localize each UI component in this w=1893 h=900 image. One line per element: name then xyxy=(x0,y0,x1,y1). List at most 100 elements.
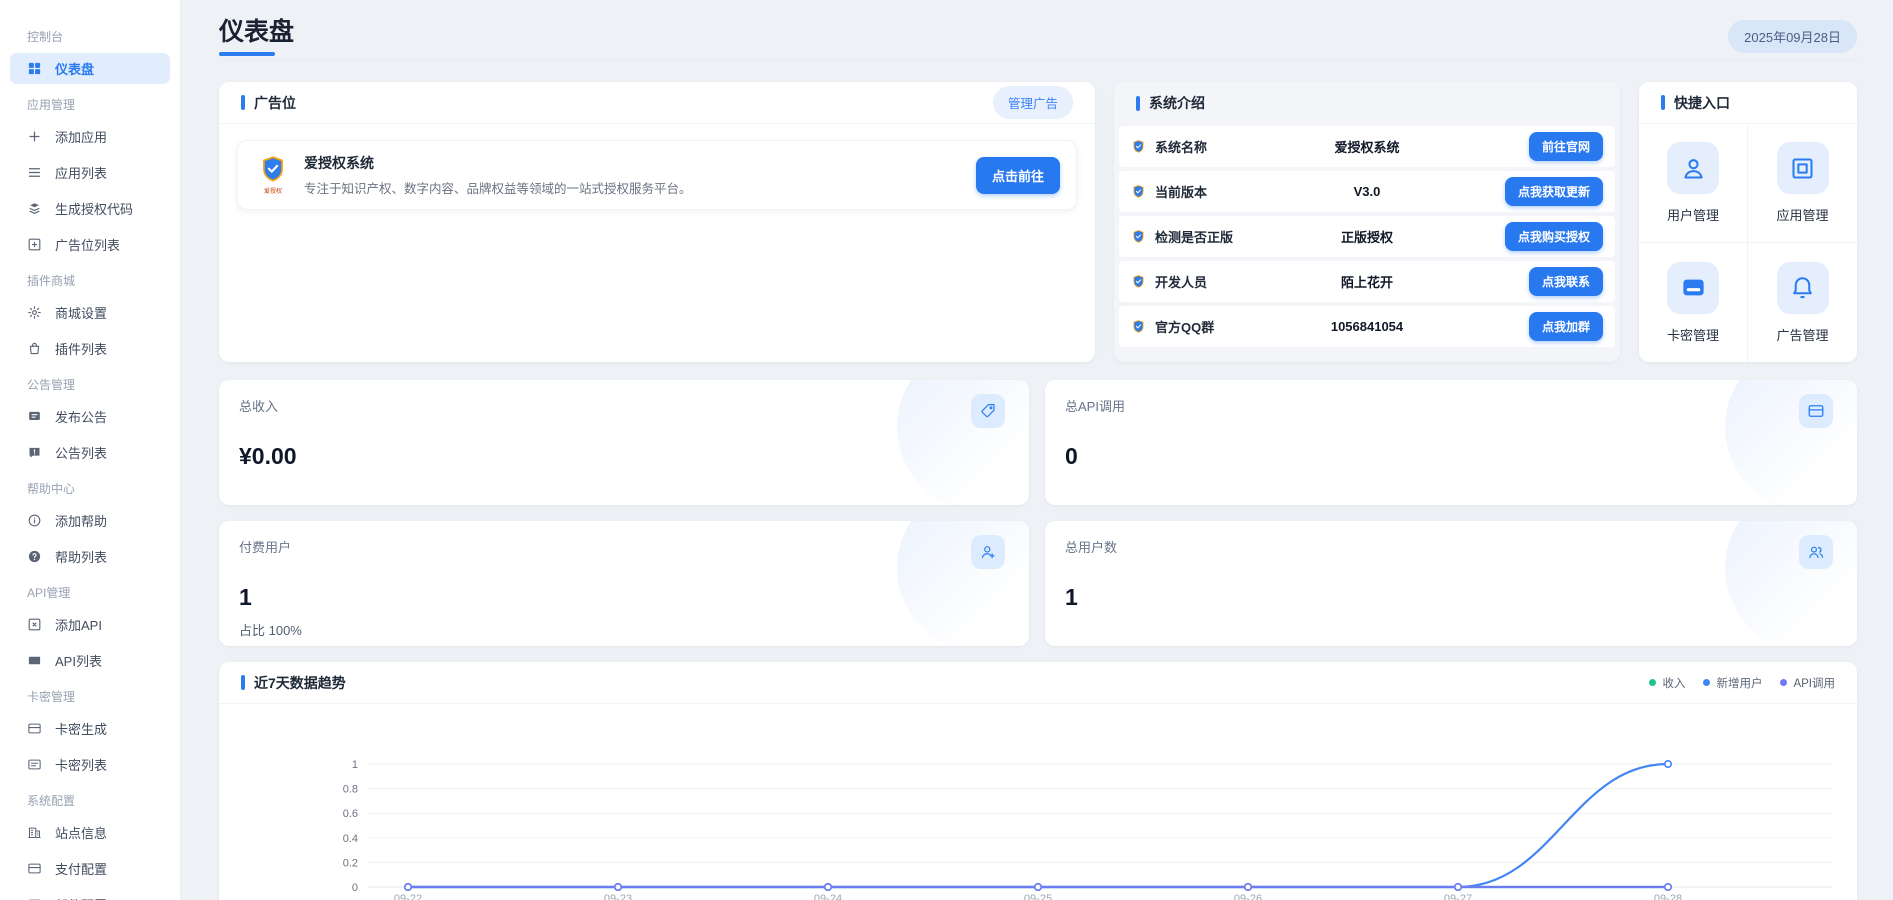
shield-logo-icon xyxy=(1131,184,1146,199)
accent-bar xyxy=(1661,95,1665,110)
card-icon xyxy=(27,861,42,876)
sidebar-item-支付配置[interactable]: 支付配置 xyxy=(10,853,170,884)
corner-decoration xyxy=(1725,380,1857,505)
sidebar-section-label: 帮助中心 xyxy=(27,482,76,496)
sidebar-item-label: 支付配置 xyxy=(55,862,108,877)
sidebar-item-应用列表[interactable]: 应用列表 xyxy=(10,157,170,188)
quick-entry-label: 应用管理 xyxy=(1776,208,1829,223)
svg-text:09-27: 09-27 xyxy=(1444,893,1472,900)
shield-logo-icon xyxy=(1131,319,1146,334)
quick-entry-用户管理[interactable]: 用户管理 xyxy=(1639,124,1748,243)
system-row-value: 1056841054 xyxy=(1330,319,1404,334)
sidebar-item-label: 公告列表 xyxy=(55,446,108,461)
main-content: 仪表盘 2025年09月28日 广告位 管理广告 爱授权 爱授 xyxy=(181,0,1893,900)
system-info-row: 开发人员 陌上花开 点我联系 xyxy=(1119,261,1615,302)
sidebar-item-卡密列表[interactable]: 卡密列表 xyxy=(10,749,170,780)
page-title-block: 仪表盘 xyxy=(219,18,294,56)
shield-logo-icon: 爱授权 xyxy=(254,154,292,196)
rect-filled-icon xyxy=(27,653,42,668)
sidebar-item-帮助列表[interactable]: 帮助列表 xyxy=(10,541,170,572)
corner-decoration xyxy=(897,521,1029,646)
stat-label: 总API调用 xyxy=(1065,399,1125,414)
sidebar-item-label: 发布公告 xyxy=(55,410,108,425)
card-icon xyxy=(27,721,42,736)
building-icon xyxy=(27,825,42,840)
system-row-label-text: 系统名称 xyxy=(1155,140,1208,155)
sidebar-item-label: 插件列表 xyxy=(55,342,108,357)
sidebar-item-发布公告[interactable]: 发布公告 xyxy=(10,401,170,432)
svg-text:0.4: 0.4 xyxy=(343,833,358,845)
stack-icon xyxy=(27,201,42,216)
system-row-label: 检测是否正版 xyxy=(1131,227,1300,246)
price-tag-icon xyxy=(971,394,1005,428)
sidebar-item-站点信息[interactable]: 站点信息 xyxy=(10,817,170,848)
stat-value: 1 xyxy=(1065,584,1078,610)
sidebar-item-添加帮助[interactable]: 添加帮助 xyxy=(10,505,170,536)
legend-dot-icon xyxy=(1703,679,1711,686)
stat-label: 付费用户 xyxy=(239,540,292,555)
sidebar-item-label: 邮件配置 xyxy=(55,895,107,900)
system-info-row: 官方QQ群 1056841054 点我加群 xyxy=(1119,306,1615,347)
manage-ads-button[interactable]: 管理广告 xyxy=(992,86,1073,119)
svg-text:09-23: 09-23 xyxy=(604,893,632,900)
legend-label: 新增用户 xyxy=(1716,677,1763,690)
accent-bar xyxy=(241,675,245,690)
list-icon xyxy=(27,165,42,180)
sidebar-item-label: 帮助列表 xyxy=(55,550,108,565)
sidebar-item-label: 生成授权代码 xyxy=(55,202,134,217)
sidebar-item-API列表[interactable]: API列表 xyxy=(10,645,170,676)
sidebar-section-label: 插件商城 xyxy=(27,274,76,288)
bag-icon xyxy=(27,341,42,356)
system-row-button-wrap: 点我联系 xyxy=(1434,267,1604,296)
quick-entry-card: 快捷入口 用户管理 应用管理 卡密管理 广告管理 xyxy=(1639,82,1857,362)
sidebar-item-生成授权代码[interactable]: 生成授权代码 xyxy=(10,193,170,224)
page-header: 仪表盘 2025年09月28日 xyxy=(219,18,1857,60)
system-row-button[interactable]: 点我购买授权 xyxy=(1505,222,1604,251)
stat-value: 1 xyxy=(239,584,252,610)
system-row-button[interactable]: 点我加群 xyxy=(1529,312,1604,341)
sidebar-item-广告位列表[interactable]: 广告位列表 xyxy=(10,229,170,260)
sidebar-item-label: 卡密生成 xyxy=(55,722,108,737)
system-row-button[interactable]: 前往官网 xyxy=(1529,132,1604,161)
system-row-button[interactable]: 点我联系 xyxy=(1529,267,1604,296)
quick-entry-应用管理[interactable]: 应用管理 xyxy=(1748,124,1857,243)
svg-text:09-22: 09-22 xyxy=(394,893,422,900)
system-row-button[interactable]: 点我获取更新 xyxy=(1505,177,1604,206)
sidebar-item-label: 添加API xyxy=(55,618,102,633)
sidebar-item-仪表盘[interactable]: 仪表盘 xyxy=(10,53,170,84)
legend-dot-icon xyxy=(1649,679,1657,686)
sidebar-item-添加应用[interactable]: 添加应用 xyxy=(10,121,170,152)
system-row-value: 正版授权 xyxy=(1341,230,1394,245)
sidebar-item-插件列表[interactable]: 插件列表 xyxy=(10,333,170,364)
svg-text:0.6: 0.6 xyxy=(343,808,358,820)
svg-text:09-24: 09-24 xyxy=(814,893,842,900)
legend-item-新增用户[interactable]: 新增用户 xyxy=(1703,675,1762,691)
stat-card-付费用户: 付费用户 1 占比 100% xyxy=(219,521,1029,646)
stat-value: ¥0.00 xyxy=(239,443,297,469)
gear-icon xyxy=(27,305,42,320)
quick-entry-卡密管理[interactable]: 卡密管理 xyxy=(1639,243,1748,362)
stat-sub: 占比 100% xyxy=(239,623,302,638)
stats-grid: 总收入 ¥0.00 总API调用 0 付费用户 1 占比 100% 总用户数 1 xyxy=(219,380,1857,646)
legend-label: 收入 xyxy=(1662,677,1686,690)
system-rows: 系统名称 爱授权系统 前往官网 当前版本 V3.0 点我获取更新 检测是否正版 正版授权 点我购… xyxy=(1114,124,1620,349)
sidebar-item-添加API[interactable]: 添加API xyxy=(10,609,170,640)
ad-description: 专注于知识产权、数字内容、品牌权益等领域的一站式授权服务平台。 xyxy=(304,182,692,196)
sidebar-item-商城设置[interactable]: 商城设置 xyxy=(10,297,170,328)
quick-entry-广告管理[interactable]: 广告管理 xyxy=(1748,243,1857,362)
system-row-label-text: 官方QQ群 xyxy=(1155,320,1215,335)
ad-item[interactable]: 爱授权 爱授权系统 专注于知识产权、数字内容、品牌权益等领域的一站式授权服务平台… xyxy=(237,140,1077,210)
ad-card-title: 广告位 xyxy=(254,94,296,111)
go-to-ad-button[interactable]: 点击前往 xyxy=(975,156,1060,194)
sidebar-item-公告列表[interactable]: 公告列表 xyxy=(10,437,170,468)
app-frame-icon xyxy=(1776,142,1829,194)
stat-value: 0 xyxy=(1065,443,1078,469)
shield-logo-icon xyxy=(1131,229,1146,244)
legend-item-收入[interactable]: 收入 xyxy=(1649,675,1685,691)
sidebar-item-卡密生成[interactable]: 卡密生成 xyxy=(10,713,170,744)
svg-text:09-26: 09-26 xyxy=(1234,893,1262,900)
system-row-label: 当前版本 xyxy=(1131,182,1300,201)
sidebar-item-邮件配置[interactable]: 邮件配置 xyxy=(10,889,170,900)
legend-item-API调用[interactable]: API调用 xyxy=(1780,675,1835,691)
